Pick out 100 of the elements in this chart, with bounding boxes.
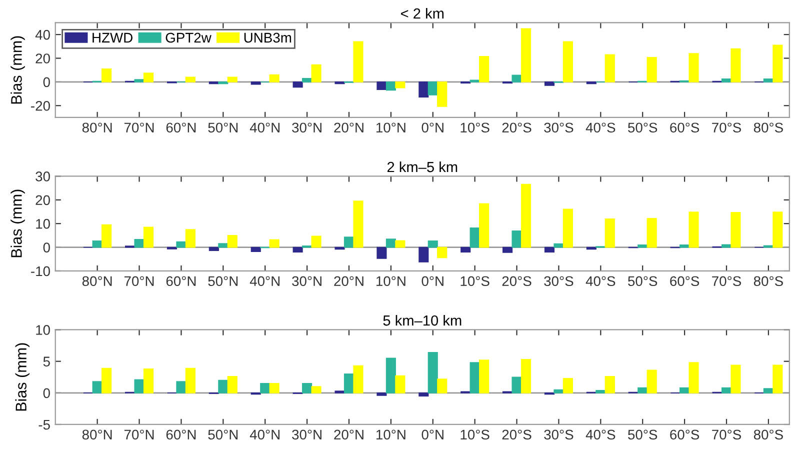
bar: [721, 387, 732, 394]
bar: [386, 82, 396, 91]
bar: [269, 74, 280, 82]
x-tick-label: 20°N: [334, 122, 364, 133]
bar: [512, 230, 522, 248]
x-tick-label: 40°N: [250, 430, 280, 440]
x-tick-label: 70°N: [124, 276, 154, 286]
x-tick-label: 70°S: [712, 122, 741, 133]
x-tick-label: 20°N: [334, 276, 364, 286]
x-tick-label: 10°N: [376, 122, 406, 133]
bar: [763, 388, 774, 394]
bar: [395, 375, 406, 394]
bar: [102, 68, 112, 82]
x-tick-label: 80°N: [82, 430, 112, 440]
x-tick-label: 30°N: [292, 122, 322, 133]
bar: [176, 381, 186, 394]
x-tick-label: 40°S: [586, 276, 616, 286]
bar: [688, 362, 699, 394]
bar: [680, 387, 690, 394]
bar: [134, 239, 144, 248]
bar: [134, 379, 144, 394]
x-tick-label: 20°N: [334, 430, 364, 440]
bar: [437, 246, 448, 258]
bar: [134, 79, 144, 82]
bar: [772, 364, 783, 394]
bar: [646, 370, 657, 394]
x-tick-label: 60°S: [670, 430, 700, 440]
bar: [302, 383, 312, 394]
bar: [688, 53, 699, 82]
bar: [428, 82, 438, 96]
x-tick-label: 30°S: [544, 276, 574, 286]
y-tick-label: -20: [31, 100, 50, 111]
chart-title: < 2 km: [401, 8, 444, 19]
x-tick-label: 60°S: [670, 276, 700, 286]
chart-title: 5 km–10 km: [383, 314, 462, 326]
bar: [292, 246, 303, 252]
x-tick-label: 0°N: [422, 430, 444, 440]
x-tick-label: 80°N: [82, 276, 112, 286]
y-tick-label: 20: [36, 54, 50, 64]
x-tick-label: 20°S: [502, 430, 532, 440]
y-tick-label: 30: [36, 172, 50, 182]
bar: [227, 376, 238, 394]
x-tick-label: 80°N: [82, 122, 112, 133]
bar: [185, 368, 196, 394]
x-tick-label: 40°N: [250, 276, 280, 286]
x-tick-label: 40°N: [250, 122, 280, 133]
bar: [143, 368, 154, 394]
x-tick-label: 0°N: [422, 276, 444, 286]
bar: [292, 82, 303, 88]
bar: [353, 200, 364, 248]
bar: [437, 378, 448, 394]
bar: [353, 365, 364, 394]
bar: [460, 246, 471, 252]
bar: [227, 76, 238, 82]
bar: [638, 244, 648, 248]
bar: [386, 358, 396, 394]
bar: [562, 208, 573, 248]
bar: [395, 82, 406, 88]
y-tick-label: 10: [36, 325, 50, 335]
bar: [395, 240, 406, 248]
x-tick-label: 50°S: [628, 276, 658, 286]
bar: [269, 383, 280, 394]
bar: [520, 28, 532, 82]
bar: [260, 383, 270, 394]
bar: [479, 360, 490, 394]
bar: [92, 381, 102, 394]
x-tick-label: 80°S: [754, 276, 783, 286]
x-tick-label: 10°S: [460, 430, 490, 440]
bar: [544, 82, 555, 86]
bar: [596, 390, 606, 394]
bar: [418, 82, 429, 98]
x-tick-label: 40°S: [586, 430, 616, 440]
x-tick-label: 30°N: [292, 276, 322, 286]
bar: [604, 376, 615, 394]
x-tick-label: 20°S: [502, 276, 532, 286]
bar: [311, 236, 322, 248]
bar: [418, 392, 429, 396]
x-tick-label: 50°N: [208, 430, 238, 440]
y-tick-label: 0: [43, 388, 50, 398]
bar: [554, 389, 564, 394]
x-tick-label: 80°S: [754, 430, 783, 440]
x-tick-label: 70°N: [124, 122, 154, 133]
x-tick-label: 60°N: [166, 430, 196, 440]
bar: [479, 203, 490, 248]
x-tick-label: 10°S: [460, 276, 490, 286]
x-tick-label: 20°S: [502, 122, 532, 133]
bar: [250, 82, 261, 85]
bar: [344, 374, 354, 394]
legend-label: UNB3m: [244, 32, 292, 43]
bar: [376, 246, 387, 259]
bar: [520, 359, 532, 394]
bar: [520, 184, 532, 248]
bar: [102, 224, 112, 248]
y-tick-label: -10: [31, 266, 50, 276]
bar: [544, 246, 555, 252]
bar: [562, 41, 573, 82]
x-tick-label: 10°N: [376, 430, 406, 440]
x-tick-label: 10°N: [376, 276, 406, 286]
x-tick-label: 30°N: [292, 430, 322, 440]
bar: [218, 243, 228, 248]
